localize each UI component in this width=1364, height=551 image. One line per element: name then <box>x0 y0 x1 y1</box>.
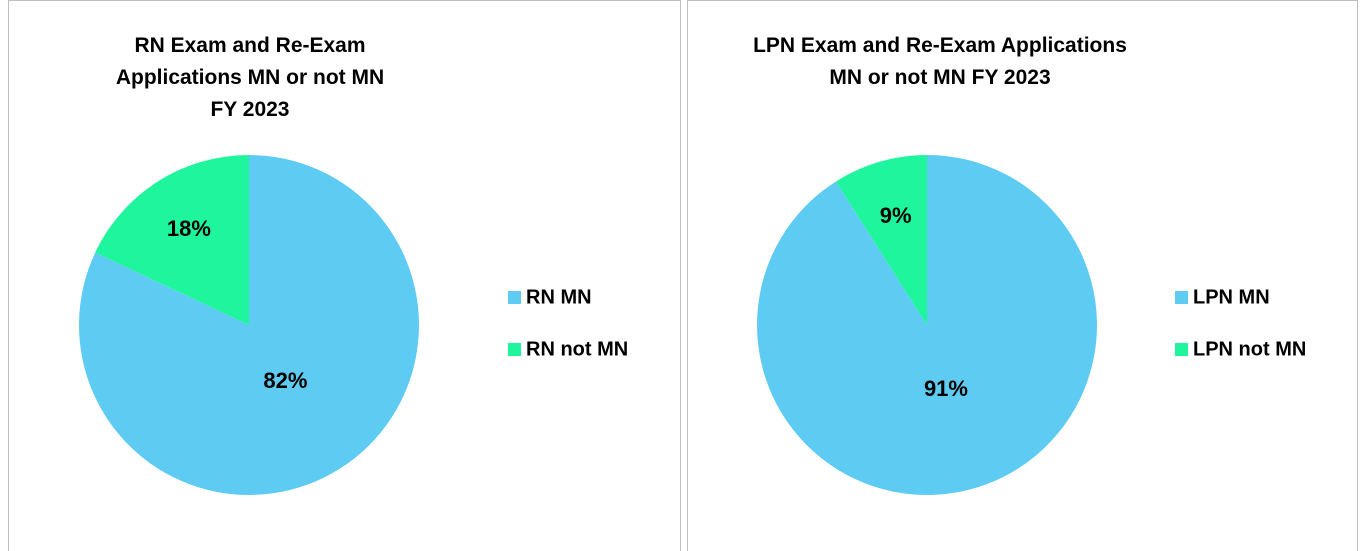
legend-swatch <box>1175 291 1188 304</box>
chart-panel <box>8 0 681 551</box>
pie-slice <box>757 155 1098 496</box>
pie-slice <box>835 155 927 325</box>
data-label: 9% <box>880 203 912 228</box>
legend-label: LPN MN <box>1193 286 1270 308</box>
chart-title: RN Exam and Re-Exam Applications MN or n… <box>115 34 385 121</box>
legend-label: RN MN <box>526 286 592 308</box>
chart-title: LPN Exam and Re-Exam Applications MN or … <box>753 34 1127 89</box>
legend-swatch <box>508 343 521 356</box>
pie-slice <box>78 155 419 496</box>
data-label: 18% <box>167 216 211 241</box>
legend-label: RN not MN <box>526 338 628 360</box>
data-label: 91% <box>924 376 968 401</box>
legend-label: LPN not MN <box>1193 338 1306 360</box>
legend-swatch <box>1175 343 1188 356</box>
legend-swatch <box>508 291 521 304</box>
data-label: 82% <box>263 368 307 393</box>
pie-slice <box>95 155 249 325</box>
chart-panel <box>687 0 1358 551</box>
